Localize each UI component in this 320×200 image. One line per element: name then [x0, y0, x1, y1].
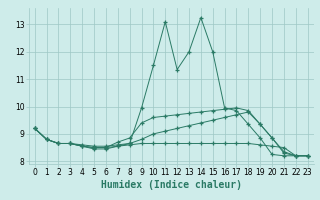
X-axis label: Humidex (Indice chaleur): Humidex (Indice chaleur) [101, 180, 242, 190]
